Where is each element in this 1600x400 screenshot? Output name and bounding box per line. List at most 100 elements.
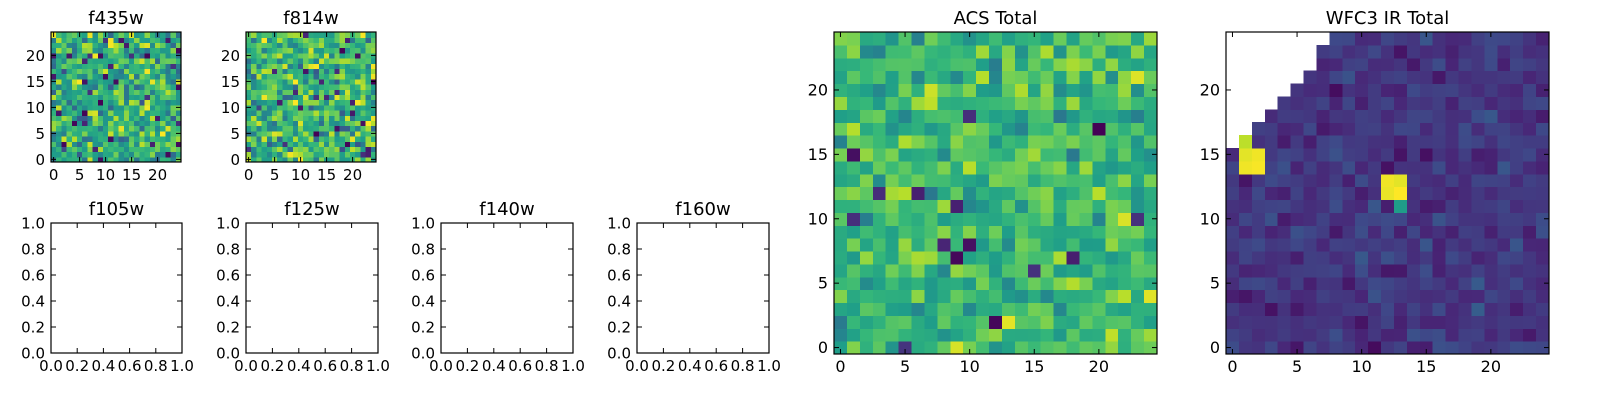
heatmap-cell xyxy=(324,47,330,54)
heatmap-cell xyxy=(298,136,304,142)
heatmap-cell xyxy=(261,37,268,43)
heatmap-cell xyxy=(287,110,294,116)
heatmap-cell xyxy=(885,225,900,239)
heatmap-cell xyxy=(251,73,257,80)
heatmap-cell xyxy=(165,58,172,64)
heatmap-cell xyxy=(149,125,156,132)
heatmap-cell xyxy=(1027,122,1042,136)
heatmap-cell xyxy=(370,110,377,116)
y-tick-label: 1.0 xyxy=(216,215,240,233)
heatmap-cell xyxy=(1027,109,1042,123)
heatmap-cell xyxy=(1144,212,1158,226)
heatmap-cell xyxy=(1277,250,1292,265)
heatmap-cell xyxy=(1144,122,1158,136)
heatmap-cell xyxy=(134,99,140,106)
heatmap-cell xyxy=(303,156,309,163)
heatmap-cell xyxy=(71,151,78,158)
heatmap-cell xyxy=(129,141,135,147)
heatmap-cell xyxy=(885,109,900,123)
heatmap-cell xyxy=(1277,186,1292,201)
heatmap-cell xyxy=(885,96,900,110)
heatmap-cell xyxy=(287,32,294,38)
heatmap-cell xyxy=(144,73,151,80)
heatmap-cell xyxy=(1342,238,1356,252)
heatmap-cell xyxy=(834,44,848,59)
heatmap-cell xyxy=(1001,199,1016,213)
heatmap-cell xyxy=(872,173,887,188)
heatmap-cell xyxy=(261,141,268,147)
heatmap-cell xyxy=(329,42,335,49)
heatmap-cell xyxy=(160,115,166,121)
heatmap-cell xyxy=(144,78,151,85)
heatmap-cell xyxy=(298,146,304,153)
heatmap-cell xyxy=(66,99,73,106)
heatmap-cell xyxy=(149,136,156,142)
heatmap-cell xyxy=(1014,160,1029,175)
heatmap-cell xyxy=(1510,147,1524,162)
heatmap-cell xyxy=(1303,199,1318,213)
heatmap-cell xyxy=(1001,212,1016,226)
heatmap-cell xyxy=(1484,160,1498,175)
heatmap-cell xyxy=(160,52,166,59)
heatmap-cell xyxy=(165,78,172,85)
heatmap-cell xyxy=(846,57,861,72)
heatmap-cell xyxy=(950,186,964,201)
heatmap-cell xyxy=(1510,276,1524,291)
heatmap-cell xyxy=(282,73,289,80)
heatmap-cell xyxy=(292,136,299,142)
heatmap-cell xyxy=(872,83,887,97)
heatmap-cell xyxy=(246,120,252,127)
heatmap-cell xyxy=(1092,147,1106,162)
x-tick-label: 0.4 xyxy=(482,357,506,375)
heatmap-cell xyxy=(108,47,114,54)
heatmap-cell xyxy=(129,47,135,54)
heatmap-cell xyxy=(61,151,68,158)
heatmap-cell xyxy=(1053,135,1068,149)
heatmap-cell xyxy=(170,120,177,127)
heatmap-cell xyxy=(365,89,372,95)
heatmap-cell xyxy=(313,37,320,43)
heatmap-cell xyxy=(1368,328,1382,342)
heatmap-cell xyxy=(82,110,88,116)
heatmap-cell xyxy=(1144,302,1158,316)
heatmap-cell xyxy=(1144,32,1158,46)
heatmap-cell xyxy=(277,78,283,85)
heatmap-cell xyxy=(1419,32,1434,46)
heatmap-cell xyxy=(1277,147,1292,162)
heatmap-cell xyxy=(1066,147,1081,162)
heatmap-cell xyxy=(834,199,848,213)
heatmap-cell xyxy=(303,136,309,142)
heatmap-cell xyxy=(1471,135,1485,149)
y-tick-label: 0.0 xyxy=(21,345,45,363)
heatmap-cell xyxy=(175,89,182,95)
heatmap-cell xyxy=(1316,263,1330,278)
heatmap-cell xyxy=(360,63,367,69)
heatmap-cell xyxy=(77,104,83,111)
heatmap-cell xyxy=(308,136,315,142)
heatmap-cell xyxy=(123,89,130,95)
heatmap-cell xyxy=(256,84,263,90)
heatmap-cell xyxy=(298,120,304,127)
heatmap-cell xyxy=(355,58,361,64)
heatmap-cell xyxy=(1316,225,1330,239)
heatmap-cell xyxy=(989,238,1003,252)
heatmap-cell xyxy=(1079,315,1093,329)
heatmap-cell xyxy=(937,109,951,123)
heatmap-cell xyxy=(282,94,289,101)
heatmap-cell xyxy=(365,68,372,75)
heatmap-cell xyxy=(1393,147,1408,162)
heatmap-cell xyxy=(1523,328,1537,342)
heatmap-cell xyxy=(1251,276,1266,291)
heatmap-cell xyxy=(1001,186,1016,201)
heatmap-cell xyxy=(1238,302,1253,316)
heatmap-cell xyxy=(1510,109,1524,123)
heatmap-cell xyxy=(950,199,964,213)
heatmap-cell xyxy=(1536,212,1550,226)
heatmap-cell xyxy=(846,328,861,342)
heatmap-cell xyxy=(1027,289,1042,304)
heatmap-cell xyxy=(339,110,346,116)
heatmap-cell xyxy=(123,141,130,147)
heatmap-cell xyxy=(976,122,990,136)
y-tick-label: 0.0 xyxy=(411,345,435,363)
heatmap-cell xyxy=(1342,160,1356,175)
